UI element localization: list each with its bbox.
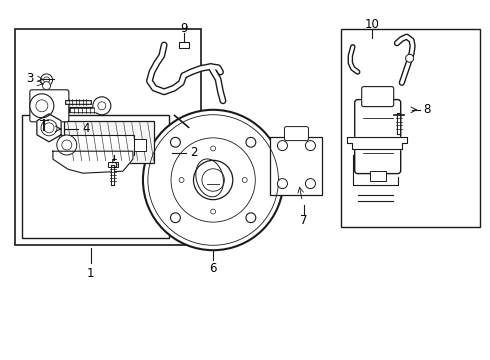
Circle shape (277, 141, 288, 150)
Bar (59, 135, 134, 155)
Bar (341, 29, 480, 227)
Circle shape (43, 82, 50, 90)
Circle shape (57, 135, 77, 155)
Circle shape (44, 77, 49, 83)
Circle shape (406, 54, 414, 62)
Text: 2: 2 (190, 147, 197, 159)
Circle shape (98, 102, 106, 110)
Polygon shape (347, 137, 407, 149)
Circle shape (277, 179, 288, 189)
Circle shape (179, 177, 184, 183)
Circle shape (305, 141, 316, 150)
Text: 5: 5 (110, 158, 118, 171)
Text: 1: 1 (87, 267, 95, 280)
Bar (369, 171, 386, 181)
Text: 10: 10 (365, 18, 380, 31)
Polygon shape (37, 114, 61, 142)
Bar (179, 42, 189, 48)
Circle shape (93, 97, 111, 115)
Text: 8: 8 (423, 103, 431, 116)
Bar (22, 115, 169, 238)
Polygon shape (53, 151, 133, 173)
Circle shape (211, 146, 216, 151)
Circle shape (242, 177, 247, 183)
Circle shape (202, 169, 224, 191)
Circle shape (41, 74, 52, 86)
Circle shape (194, 160, 233, 200)
Text: 6: 6 (209, 262, 217, 275)
Circle shape (30, 94, 54, 118)
Text: 7: 7 (300, 214, 308, 227)
Text: 4: 4 (82, 122, 90, 135)
Circle shape (36, 100, 48, 112)
Circle shape (171, 213, 180, 222)
FancyBboxPatch shape (362, 87, 393, 107)
Bar (108, 162, 118, 167)
Circle shape (143, 110, 283, 250)
FancyBboxPatch shape (285, 127, 308, 141)
Bar (15, 29, 201, 245)
Circle shape (246, 213, 256, 222)
Circle shape (305, 179, 316, 189)
Circle shape (62, 140, 72, 150)
FancyBboxPatch shape (355, 100, 401, 174)
FancyBboxPatch shape (30, 90, 69, 122)
Bar (134, 139, 146, 151)
Circle shape (246, 138, 256, 147)
Bar (64, 121, 154, 163)
Bar (270, 136, 322, 195)
Circle shape (171, 138, 180, 147)
Text: 3: 3 (25, 72, 33, 85)
Text: 9: 9 (180, 22, 188, 35)
Circle shape (211, 209, 216, 214)
